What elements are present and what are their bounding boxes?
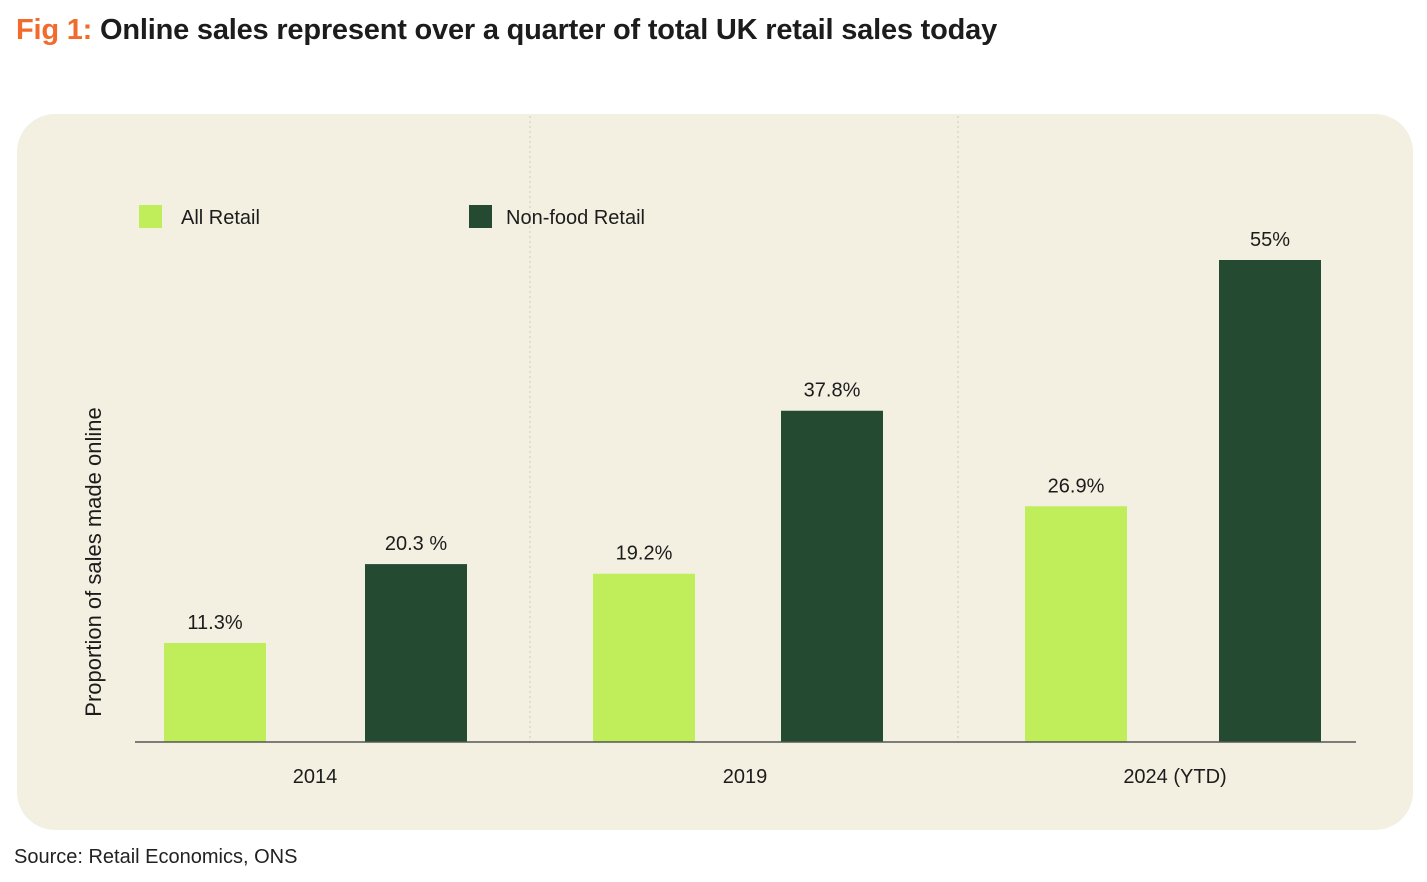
source-note: Source: Retail Economics, ONS <box>14 846 298 868</box>
data-label-all-retail-1: 19.2% <box>616 543 673 565</box>
x-tick-label-2: 2024 (YTD) <box>1123 766 1226 788</box>
data-label-all-retail-0: 11.3% <box>187 612 242 634</box>
bar-non-food-retail-1 <box>781 410 883 742</box>
legend-label-non-food-retail: Non-food Retail <box>506 207 645 229</box>
data-label-non-food-retail-0: 20.3 % <box>385 533 447 555</box>
data-label-non-food-retail-1: 37.8% <box>804 380 861 402</box>
data-label-non-food-retail-2: 55% <box>1250 229 1290 251</box>
y-axis-label: Proportion of sales made online <box>81 407 106 716</box>
bar-non-food-retail-2 <box>1219 260 1321 742</box>
chart-title: Fig 1: Online sales represent over a qua… <box>16 14 997 47</box>
legend-swatch-non-food-retail <box>469 205 492 228</box>
data-label-all-retail-2: 26.9% <box>1048 475 1105 497</box>
bar-all-retail-2 <box>1025 506 1127 742</box>
legend-swatch-all-retail <box>139 205 162 228</box>
bar-non-food-retail-0 <box>365 564 467 742</box>
x-tick-label-0: 2014 <box>293 766 338 788</box>
title-text: Online sales represent over a quarter of… <box>100 14 997 46</box>
x-tick-label-1: 2019 <box>723 766 768 788</box>
legend-label-all-retail: All Retail <box>181 207 260 229</box>
bar-all-retail-1 <box>593 573 695 742</box>
bar-all-retail-0 <box>164 642 266 742</box>
figure-number: Fig 1: <box>16 14 93 46</box>
